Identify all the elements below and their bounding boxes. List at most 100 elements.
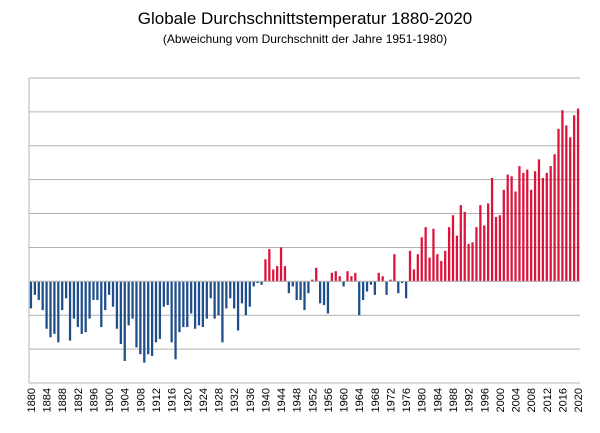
bar-1988 <box>451 215 455 282</box>
bar-1990 <box>459 205 462 282</box>
x-tick-label: 1928 <box>214 388 226 412</box>
bar-1979 <box>416 254 419 282</box>
bar-1939 <box>260 281 263 285</box>
bar-1881 <box>33 281 36 295</box>
gridlines <box>28 77 580 384</box>
bar-1962 <box>350 276 353 282</box>
x-tick-label: 1996 <box>479 388 491 412</box>
bar-1998 <box>490 177 494 282</box>
x-tick-label: 1976 <box>401 388 413 412</box>
bar-1938 <box>256 281 259 284</box>
x-tick-label: 1932 <box>229 388 241 412</box>
bar-1910 <box>147 281 150 355</box>
bar-1942 <box>272 269 275 282</box>
bar-2014 <box>553 154 556 282</box>
bar-1906 <box>131 281 134 319</box>
bar-1951 <box>307 281 310 294</box>
bar-1884 <box>45 281 48 329</box>
x-tick-label: 1952 <box>307 388 319 412</box>
bar-1908 <box>139 281 142 355</box>
bar-1992 <box>467 244 470 282</box>
x-tick-label: 1940 <box>260 388 272 412</box>
bar-1964 <box>358 281 361 316</box>
bar-1984 <box>436 254 439 282</box>
bar-1961 <box>346 271 349 282</box>
bar-1900 <box>107 281 111 295</box>
bar-1932 <box>233 281 236 309</box>
bar-1958 <box>334 271 337 282</box>
bar-1950 <box>303 281 306 311</box>
bar-1896 <box>92 281 95 300</box>
x-tick-label: 1920 <box>182 388 194 412</box>
bar-1885 <box>49 281 52 338</box>
bar-2016 <box>561 110 564 282</box>
bar-1929 <box>221 281 224 343</box>
bar-1880 <box>29 281 33 309</box>
bar-1937 <box>252 281 255 287</box>
bar-2013 <box>549 166 552 282</box>
bar-1901 <box>111 281 115 307</box>
bar-1943 <box>276 266 279 282</box>
chart-subtitle: (Abweichung vom Durchschnitt der Jahre 1… <box>163 32 447 46</box>
bar-2009 <box>533 171 537 282</box>
bar-1891 <box>72 281 76 319</box>
x-tick-label: 1964 <box>354 388 366 412</box>
x-tick-label: 1956 <box>323 388 335 412</box>
bar-1954 <box>319 281 322 304</box>
bar-1923 <box>197 281 201 326</box>
bar-1983 <box>432 228 435 282</box>
bar-1922 <box>193 281 197 329</box>
bar-2010 <box>537 159 541 282</box>
bar-1999 <box>494 216 498 282</box>
bar-1911 <box>150 281 154 356</box>
bar-1974 <box>397 281 400 294</box>
bar-2015 <box>557 128 560 282</box>
bar-1924 <box>201 281 205 328</box>
bar-1982 <box>428 257 431 282</box>
bar-1975 <box>401 281 404 284</box>
bar-1903 <box>119 281 122 345</box>
bar-1887 <box>57 281 60 343</box>
bar-2008 <box>530 189 533 282</box>
bar-2002 <box>506 174 509 282</box>
bar-2000 <box>498 215 502 282</box>
bar-1996 <box>483 225 486 282</box>
bar-1968 <box>373 281 376 295</box>
bar-1909 <box>143 281 146 363</box>
bar-1967 <box>369 281 373 285</box>
bar-1976 <box>404 281 408 299</box>
bar-2001 <box>502 189 505 282</box>
bar-1956 <box>326 281 330 314</box>
x-tick-label: 2020 <box>573 388 585 412</box>
bar-1985 <box>440 261 443 282</box>
bar-1927 <box>213 281 216 319</box>
bar-1960 <box>342 281 345 287</box>
bar-1883 <box>41 281 44 311</box>
x-tick-label: 1992 <box>464 388 476 412</box>
bar-1941 <box>268 249 271 282</box>
bar-1882 <box>37 281 40 300</box>
bar-1935 <box>244 281 248 316</box>
x-tick-label: 2008 <box>526 388 538 412</box>
bar-1907 <box>135 281 138 348</box>
x-tick-label: 1972 <box>385 388 397 412</box>
bar-1897 <box>96 281 99 300</box>
bar-1948 <box>295 281 298 300</box>
bar-1946 <box>287 281 291 294</box>
bar-1989 <box>455 235 459 282</box>
bar-1895 <box>88 281 91 319</box>
bar-1933 <box>236 281 240 331</box>
bar-1993 <box>471 242 474 282</box>
bar-1957 <box>330 272 333 282</box>
x-tick-label: 1884 <box>42 388 54 412</box>
bar-2020 <box>576 108 580 282</box>
x-tick-label: 1936 <box>245 388 257 412</box>
x-tick-label: 1912 <box>151 388 163 412</box>
bar-2019 <box>573 115 576 282</box>
bar-2018 <box>569 137 572 282</box>
bar-1936 <box>248 281 251 307</box>
bar-1920 <box>186 281 189 328</box>
bar-1912 <box>154 281 158 343</box>
x-tick-label: 1896 <box>88 388 100 412</box>
